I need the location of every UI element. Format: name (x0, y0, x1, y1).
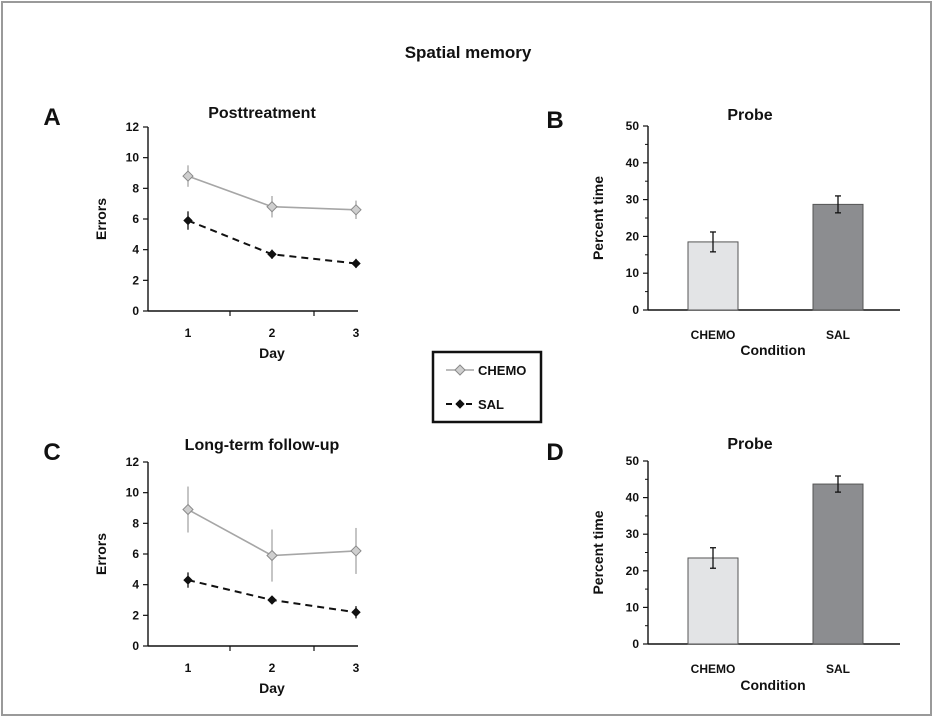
panel-b-title: Probe (727, 107, 772, 124)
panel-c-y-label: Errors (93, 533, 109, 575)
panel-b-y-label: Percent time (590, 176, 606, 260)
panel-b-x-tick-label: CHEMO (691, 328, 736, 342)
panel-c-series-chemo-point (266, 549, 278, 562)
panel-d-y-tick-label: 30 (626, 527, 640, 541)
panel-c-series-chemo-point (182, 503, 194, 516)
panel-c-letter: C (43, 439, 60, 466)
panel-a-title: Posttreatment (208, 105, 316, 122)
panel-a-x-tick-label: 3 (353, 326, 360, 340)
panel-c-y-tick-label: 0 (132, 639, 139, 653)
panel-b-letter: B (546, 107, 563, 134)
panel-d-letter: D (546, 439, 563, 466)
panel-a-series-chemo-point (266, 201, 278, 213)
panel-c-x-tick-label: 2 (269, 661, 276, 675)
panel-b-bar-sal (812, 203, 864, 311)
panel-d-chart: D Probe 0 10 20 30 40 50 Percent time Condition CH… (546, 436, 900, 693)
panel-a-series-chemo-point (182, 170, 194, 182)
panel-a-y-label: Errors (93, 198, 109, 240)
panel-c-x-label: Day (259, 680, 285, 696)
panel-b-bar-chemo (687, 241, 739, 311)
figure-title: Spatial memory (405, 43, 532, 62)
panel-d-x-tick-label: SAL (826, 662, 850, 676)
panel-a-y-tick-label: 4 (132, 243, 139, 257)
panel-b-y-tick-label: 50 (626, 119, 640, 133)
panel-a-letter: A (43, 104, 60, 131)
panel-b-y-tick-label: 40 (626, 156, 640, 170)
panel-a-y-tick-label: 10 (126, 151, 140, 165)
panel-b-y-tick-label: 20 (626, 229, 640, 243)
panel-d-x-label: Condition (740, 677, 805, 693)
panel-a-y-tick-label: 8 (132, 181, 139, 195)
legend-sal-label: SAL (478, 397, 504, 412)
panel-b-y-tick-label: 10 (626, 266, 640, 280)
panel-a-y-tick-label: 12 (126, 120, 140, 134)
panel-b-y-tick-label: 0 (632, 303, 639, 317)
legend-sal-marker (455, 399, 465, 409)
panel-a-y-tick-label: 0 (132, 304, 139, 318)
legend-box (431, 350, 543, 424)
panel-a-x-tick-label: 1 (185, 326, 192, 340)
panel-d-y-tick-label: 50 (626, 454, 640, 468)
panel-d-bar-chemo (687, 557, 739, 645)
panel-c-y-tick-label: 10 (126, 486, 140, 500)
panel-d-y-tick-label: 10 (626, 600, 640, 614)
panel-a-series-sal-point (351, 258, 361, 269)
panel-c-y-tick-label: 4 (132, 578, 139, 592)
panel-b-x-label: Condition (740, 342, 805, 358)
panel-b-chart: B Probe 0 10 20 30 40 50 Percent time Condition CH… (546, 107, 900, 358)
panel-a-y-tick-label: 2 (132, 273, 139, 287)
panel-c-series-sal-point (267, 595, 277, 605)
panel-d-x-tick-label: CHEMO (691, 662, 736, 676)
panel-c-y-tick-label: 8 (132, 516, 139, 530)
panel-d-y-tick-label: 0 (632, 637, 639, 651)
panel-c-x-tick-label: 1 (185, 661, 192, 675)
panel-d-bar-sal (812, 483, 864, 645)
panel-d-y-tick-label: 40 (626, 491, 640, 505)
panel-a-x-tick-label: 2 (269, 326, 276, 340)
panel-d-y-tick-label: 20 (626, 564, 640, 578)
panel-c-series-sal-point (183, 575, 193, 585)
panel-a-x-label: Day (259, 345, 285, 361)
legend: CHEMO SAL (431, 350, 543, 424)
panel-a-series-sal-point (183, 215, 193, 226)
panel-c-y-tick-label: 2 (132, 608, 139, 622)
legend-chemo-label: CHEMO (478, 363, 526, 378)
panel-b-x-tick-label: SAL (826, 328, 850, 342)
panel-a-y-tick-label: 6 (132, 212, 139, 226)
legend-chemo-marker (454, 364, 466, 376)
panel-c-y-tick-label: 6 (132, 547, 139, 561)
panel-c-series-chemo-point (350, 545, 362, 557)
panel-c-title: Long-term follow-up (185, 437, 340, 454)
panel-a-series-chemo-point (350, 204, 362, 216)
panel-c-series-sal-point (351, 607, 361, 617)
panel-d-y-label: Percent time (590, 510, 606, 594)
panel-b-y-tick-label: 30 (626, 193, 640, 207)
panel-a-series-sal-point (267, 249, 277, 259)
panel-c-x-tick-label: 3 (353, 661, 360, 675)
panel-d-title: Probe (727, 436, 772, 453)
panel-c-y-tick-label: 12 (126, 455, 140, 469)
